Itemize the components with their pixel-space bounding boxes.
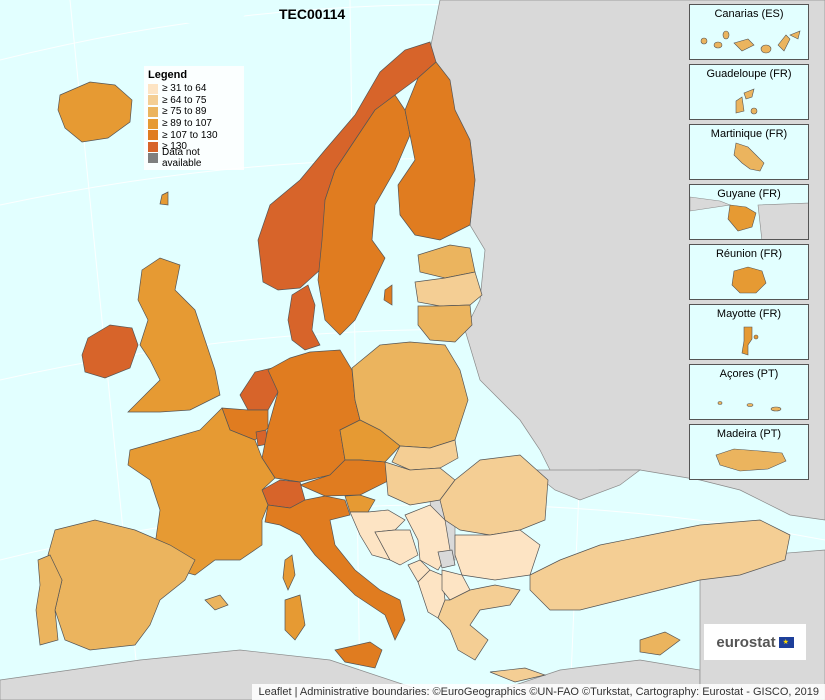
legend-item: ≥ 75 to 89 bbox=[148, 106, 240, 118]
inset-label: Réunion (FR) bbox=[715, 248, 783, 260]
legend-label: ≥ 64 to 75 bbox=[162, 94, 207, 106]
region-sweden[interactable] bbox=[317, 94, 411, 336]
region-balearics[interactable] bbox=[204, 594, 229, 611]
inset-label: Martinique (FR) bbox=[710, 128, 788, 140]
region-uk[interactable] bbox=[127, 257, 221, 413]
region-france[interactable] bbox=[127, 407, 276, 576]
inset-mayotte-shapes bbox=[741, 326, 759, 356]
eurostat-logo: eurostat bbox=[704, 624, 806, 660]
inset-label: Guadeloupe (FR) bbox=[706, 68, 792, 80]
region-corsica[interactable] bbox=[282, 554, 296, 591]
region-portugal[interactable] bbox=[35, 554, 63, 646]
inset-guyane[interactable]: Guyane (FR) bbox=[689, 184, 809, 240]
inset-guadeloupe-shapes bbox=[735, 88, 758, 115]
inset-acores-shapes bbox=[717, 401, 782, 412]
inset-madeira[interactable]: Madeira (PT) bbox=[689, 424, 809, 480]
legend-title: Legend bbox=[148, 69, 188, 81]
region-ireland[interactable] bbox=[81, 324, 139, 379]
legend-label: ≥ 31 to 64 bbox=[162, 83, 207, 95]
legend-item: ≥ 107 to 130 bbox=[148, 129, 240, 141]
legend-swatch bbox=[148, 141, 158, 152]
map-attribution[interactable]: Leaflet | Administrative boundaries: ©Eu… bbox=[252, 684, 825, 700]
map-title: TEC00114 bbox=[279, 6, 346, 22]
legend-item: ≥ 130 bbox=[148, 141, 240, 153]
country-regions bbox=[35, 41, 791, 683]
region-gotland[interactable] bbox=[383, 284, 393, 306]
inset-label: Madeira (PT) bbox=[716, 428, 782, 440]
legend-swatch bbox=[148, 118, 158, 129]
eu-flag-icon bbox=[778, 636, 794, 648]
inset-label: Guyane (FR) bbox=[717, 188, 781, 200]
legend-swatch bbox=[148, 153, 158, 164]
region-sicily[interactable] bbox=[334, 641, 383, 669]
region-greece[interactable] bbox=[437, 584, 521, 661]
inset-guyane-shapes bbox=[690, 196, 808, 239]
region-lithuania[interactable] bbox=[417, 304, 473, 343]
region-faroe[interactable] bbox=[159, 191, 169, 206]
legend-item: ≥ 31 to 64 bbox=[148, 83, 240, 95]
legend-label: ≥ 130 bbox=[162, 141, 187, 153]
inset-guadeloupe[interactable]: Guadeloupe (FR) bbox=[689, 64, 809, 120]
region-slovakia[interactable] bbox=[391, 439, 459, 471]
region-kosovo[interactable] bbox=[437, 549, 456, 569]
region-italy[interactable] bbox=[264, 495, 406, 641]
region-finland[interactable] bbox=[397, 61, 476, 241]
inset-label: Açores (PT) bbox=[719, 368, 779, 380]
region-crete[interactable] bbox=[489, 667, 547, 683]
inset-canarias-shapes bbox=[700, 30, 801, 54]
region-iceland[interactable] bbox=[57, 81, 133, 143]
legend-swatch bbox=[148, 83, 158, 94]
region-turkey[interactable] bbox=[529, 519, 791, 611]
inset-martinique[interactable]: Martinique (FR) bbox=[689, 124, 809, 180]
region-slovenia[interactable] bbox=[344, 494, 376, 513]
inset-madeira-shapes bbox=[715, 448, 787, 472]
legend: Legend ≥ 31 to 64 ≥ 64 to 75 ≥ 75 to 89 … bbox=[144, 66, 244, 170]
legend-label: Data not available bbox=[162, 147, 202, 170]
inset-reunion[interactable]: Réunion (FR) bbox=[689, 244, 809, 300]
inset-acores[interactable]: Açores (PT) bbox=[689, 364, 809, 420]
legend-label: ≥ 89 to 107 bbox=[162, 118, 212, 130]
legend-swatch bbox=[148, 106, 158, 117]
legend-label: ≥ 107 to 130 bbox=[162, 129, 218, 141]
inset-label: Canarias (ES) bbox=[714, 8, 784, 20]
inset-label: Mayotte (FR) bbox=[716, 308, 782, 320]
legend-swatch bbox=[148, 95, 158, 106]
inset-mayotte[interactable]: Mayotte (FR) bbox=[689, 304, 809, 360]
legend-item: ≥ 64 to 75 bbox=[148, 95, 240, 107]
region-latvia[interactable] bbox=[414, 271, 483, 307]
inset-reunion-shapes bbox=[731, 266, 767, 294]
region-denmark[interactable] bbox=[287, 284, 321, 351]
inset-martinique-shapes bbox=[733, 142, 765, 172]
region-sardinia[interactable] bbox=[284, 594, 306, 641]
legend-swatch bbox=[148, 130, 158, 141]
region-romania[interactable] bbox=[439, 454, 549, 536]
region-bosnia[interactable] bbox=[374, 529, 419, 566]
region-bulgaria[interactable] bbox=[454, 529, 541, 581]
legend-item: ≥ 89 to 107 bbox=[148, 118, 240, 130]
region-cyprus[interactable] bbox=[639, 631, 681, 656]
inset-canarias[interactable]: Canarias (ES) bbox=[689, 4, 809, 60]
legend-label: ≥ 75 to 89 bbox=[162, 106, 207, 118]
logo-text: eurostat bbox=[716, 633, 776, 651]
legend-item: Data not available bbox=[148, 147, 240, 169]
